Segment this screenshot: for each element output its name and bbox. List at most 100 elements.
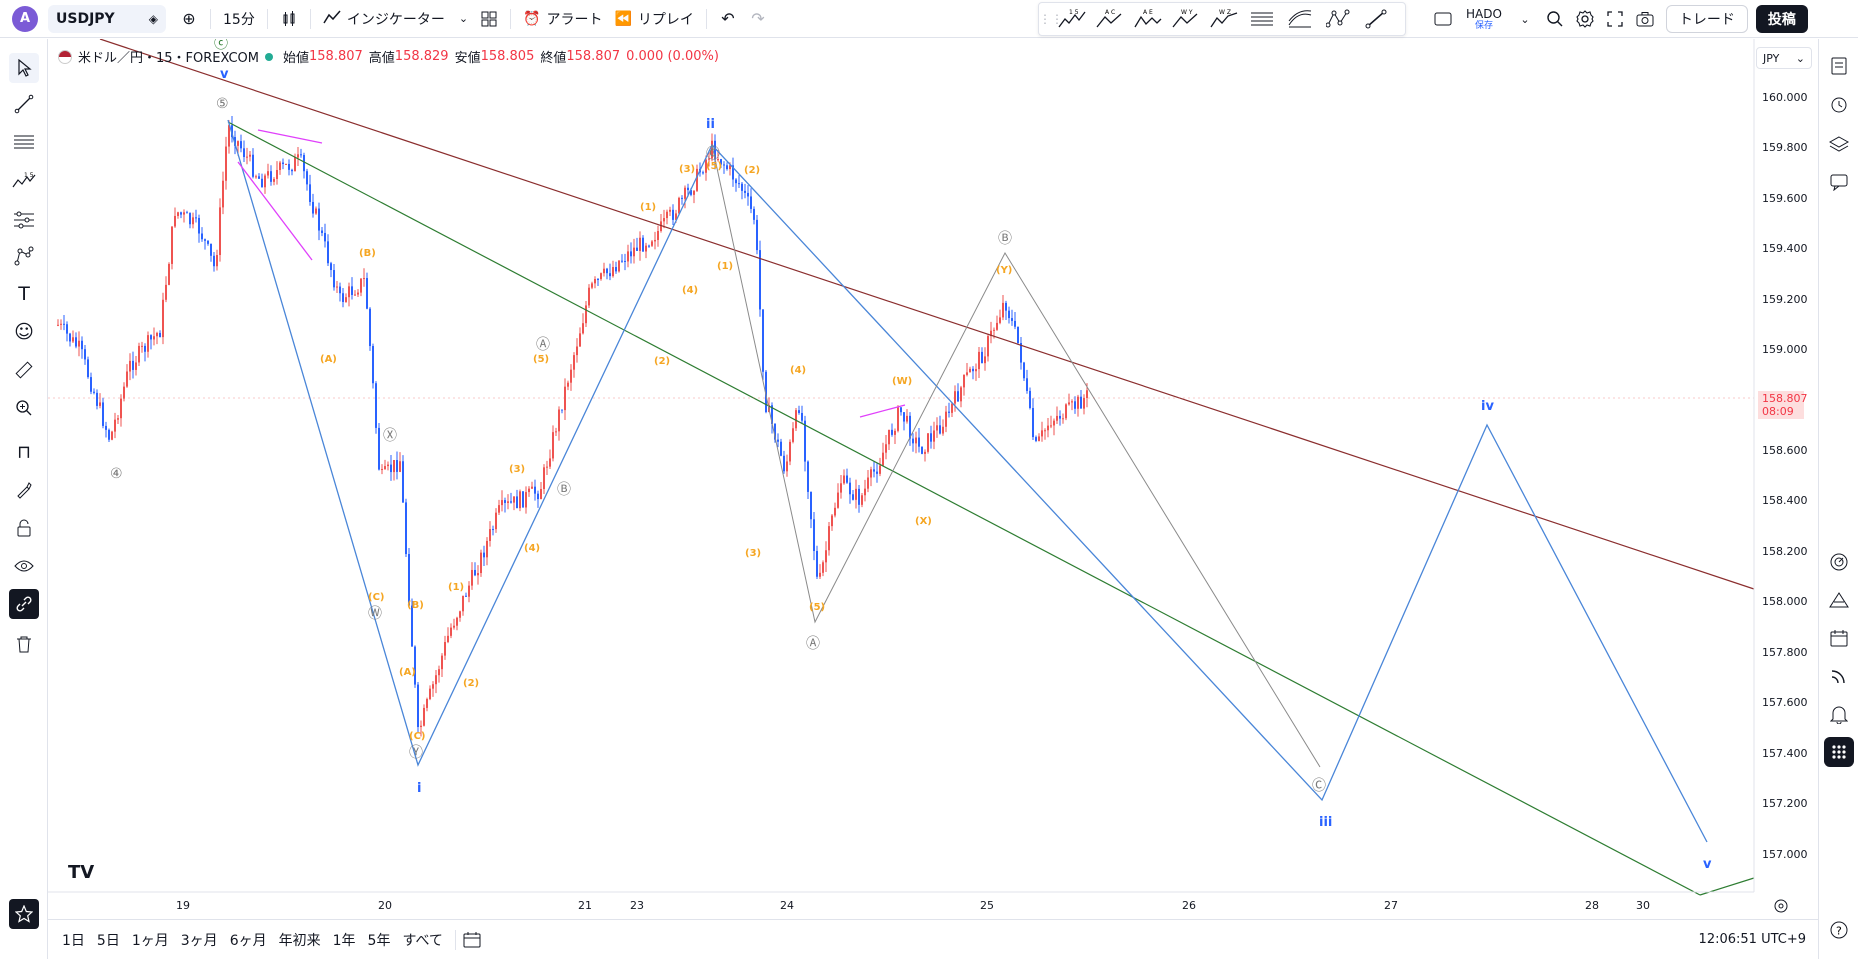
- time-axis[interactable]: 19 20 21 23 24 25 26 27 28 30: [48, 891, 1788, 913]
- correction-wave-path[interactable]: [711, 144, 1321, 768]
- brush-shapes-icon[interactable]: [9, 241, 39, 271]
- trade-button[interactable]: トレード: [1665, 5, 1748, 33]
- timezone-clock[interactable]: 12:06:51 UTC+9: [1698, 932, 1806, 947]
- stay-drawing-mode-icon[interactable]: [9, 475, 39, 505]
- indicators-button[interactable]: インジケーター ⌄: [317, 4, 474, 34]
- replay-button[interactable]: ⏪ リプレイ: [608, 4, 699, 34]
- alerts-clock-icon[interactable]: [1824, 89, 1854, 119]
- candle-body: [369, 308, 371, 346]
- lock-icon[interactable]: [9, 513, 39, 543]
- layout-name[interactable]: HADO 保存: [1466, 8, 1502, 31]
- pink-trend-line-2[interactable]: [237, 161, 313, 261]
- candle-body: [966, 372, 968, 375]
- major-wave-path[interactable]: [227, 119, 1708, 843]
- horizontal-lines-icon[interactable]: [1243, 4, 1281, 34]
- layers-icon[interactable]: [1824, 129, 1854, 159]
- cursor-arrow-icon[interactable]: [9, 53, 39, 83]
- candle-body: [882, 452, 884, 466]
- user-avatar[interactable]: A: [12, 5, 38, 32]
- range-5d[interactable]: 5日: [96, 932, 120, 949]
- camera-icon[interactable]: [1630, 4, 1660, 34]
- elliott-correction-icon[interactable]: A C: [1091, 4, 1129, 34]
- trash-icon[interactable]: [9, 629, 39, 659]
- elliott-double-combo-icon[interactable]: W Y: [1167, 4, 1205, 34]
- watchlist-icon[interactable]: [1824, 51, 1854, 81]
- news-feed-icon[interactable]: [1824, 661, 1854, 691]
- range-1m[interactable]: 1ヶ月: [131, 932, 169, 949]
- pattern-xabcd-icon[interactable]: [1319, 4, 1357, 34]
- chevron-down-icon[interactable]: ⌄: [458, 12, 469, 25]
- range-ytd[interactable]: 年初来: [278, 932, 321, 949]
- fib-retracement-icon[interactable]: [9, 127, 39, 157]
- ruler-icon[interactable]: [9, 355, 39, 385]
- range-3m[interactable]: 3ヶ月: [180, 932, 218, 949]
- range-6m[interactable]: 6ヶ月: [229, 932, 267, 949]
- candle-body: [477, 573, 479, 576]
- emoji-icon[interactable]: ☺: [14, 321, 34, 343]
- candle-body: [948, 411, 950, 413]
- elliott-triple-combo-icon[interactable]: W Z: [1205, 4, 1243, 34]
- magnet-icon[interactable]: ⊓: [16, 441, 32, 463]
- undo-icon[interactable]: ↶: [721, 9, 735, 28]
- symbol-search[interactable]: USDJPY ◈: [48, 4, 166, 33]
- pitchfork-icon[interactable]: [1281, 4, 1319, 34]
- chat-icon[interactable]: [1824, 167, 1854, 197]
- drag-handle-icon[interactable]: ⋮⋮: [1039, 12, 1063, 26]
- calendar-icon[interactable]: [1824, 623, 1854, 653]
- range-1y[interactable]: 1年: [332, 932, 356, 949]
- candle-body: [144, 345, 146, 352]
- favorites-star-icon[interactable]: [9, 899, 39, 929]
- fullscreen-icon[interactable]: [1600, 4, 1630, 34]
- symbol-flag-icon[interactable]: ◈: [148, 11, 158, 26]
- candle-body: [981, 351, 983, 364]
- compare-add-icon[interactable]: ⊕: [182, 9, 196, 28]
- sync-link-icon[interactable]: [9, 589, 39, 619]
- layout-grid-icon[interactable]: [474, 4, 504, 34]
- candle-body: [282, 162, 284, 165]
- hotlist-icon[interactable]: [1824, 585, 1854, 615]
- candle-body: [291, 169, 293, 172]
- zoom-in-icon[interactable]: [9, 393, 39, 423]
- elliott-wave-icon[interactable]: 1 5: [9, 165, 39, 195]
- elliott-impulse-icon[interactable]: 1 5: [1053, 4, 1091, 34]
- help-icon[interactable]: ?: [1824, 915, 1854, 945]
- settings-gear-icon[interactable]: [1570, 4, 1600, 34]
- market-open-dot-icon: [265, 52, 273, 61]
- publish-button[interactable]: 投稿: [1755, 5, 1808, 33]
- square-icon[interactable]: [1428, 4, 1458, 34]
- range-all[interactable]: すべて: [402, 932, 443, 949]
- interval-button[interactable]: 15分: [223, 11, 255, 28]
- legend-title[interactable]: 米ドル／円・15・FOREXCOM: [78, 51, 259, 66]
- price-axis[interactable]: 160.000 159.800 159.600 159.400 159.200 …: [1753, 39, 1808, 892]
- notifications-bell-icon[interactable]: [1824, 699, 1854, 729]
- elliott-triangle-icon[interactable]: A E: [1129, 4, 1167, 34]
- resistance-trend-line[interactable]: [99, 39, 1755, 590]
- pink-trend-line-1[interactable]: [257, 129, 323, 144]
- quick-search-icon[interactable]: [1540, 4, 1570, 34]
- data-window-icon[interactable]: [1824, 547, 1854, 577]
- axis-settings-icon[interactable]: [1774, 899, 1788, 913]
- currency-selector[interactable]: JPY ⌄: [1756, 47, 1812, 69]
- apps-grid-icon[interactable]: [1824, 737, 1854, 767]
- wave-label-circled-5: ⑤: [216, 96, 229, 112]
- trend-line-icon[interactable]: [9, 89, 39, 119]
- price-chart[interactable]: 160.000 159.800 159.600 159.400 159.200 …: [48, 39, 1818, 919]
- support-trend-line[interactable]: [227, 121, 1701, 896]
- alert-button[interactable]: ⏰ アラート: [517, 4, 608, 34]
- candles-icon[interactable]: [274, 4, 304, 34]
- pink-trend-line-3[interactable]: [859, 404, 906, 418]
- wave-label-5: (5): [706, 161, 722, 172]
- candle-body: [774, 423, 776, 440]
- text-tool-icon[interactable]: T: [18, 283, 30, 305]
- goto-date-calendar-icon[interactable]: [462, 931, 482, 949]
- candle-body: [300, 154, 302, 156]
- candle-body: [195, 217, 197, 219]
- prediction-tools-icon[interactable]: [9, 205, 39, 235]
- trend-line-icon[interactable]: [1357, 4, 1395, 34]
- redo-icon[interactable]: ↷: [751, 9, 765, 28]
- range-5y[interactable]: 5年: [367, 932, 391, 949]
- eye-icon[interactable]: [9, 551, 39, 581]
- range-1d[interactable]: 1日: [62, 932, 85, 949]
- candle-body: [840, 483, 842, 493]
- chevron-down-icon[interactable]: ⌄: [1520, 12, 1530, 26]
